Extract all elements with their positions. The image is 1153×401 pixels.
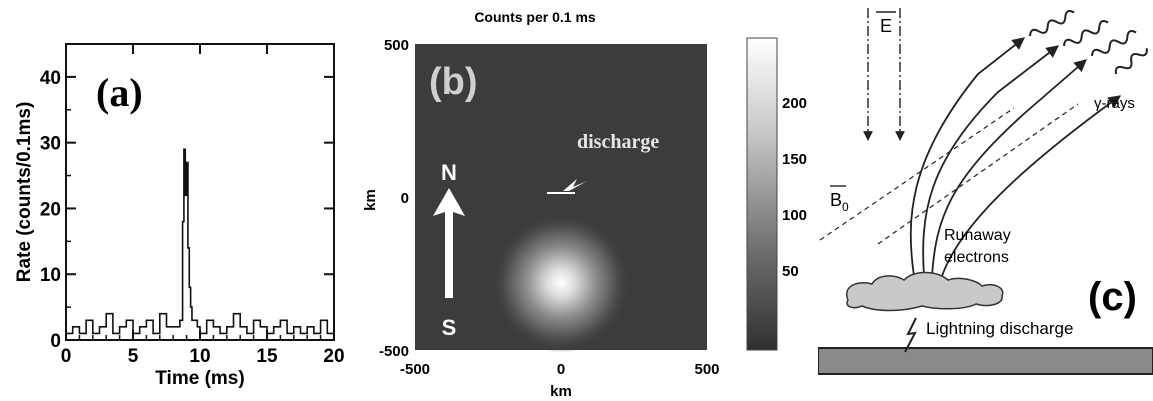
colorbar-tick-label: 100	[782, 207, 807, 224]
y-tick-label: 30	[40, 134, 61, 155]
x-tick-label: -500	[400, 361, 430, 378]
b-field-label: B0	[830, 190, 849, 214]
x-tick-label: 10	[189, 346, 210, 367]
panel-b-title: Counts per 0.1 ms	[474, 9, 596, 25]
x-tick-label: 0	[61, 346, 72, 367]
rate-series-line	[66, 148, 334, 335]
lightning-bolt-icon	[904, 317, 917, 353]
panel-a-xlabel: Time (ms)	[155, 368, 244, 389]
thundercloud	[845, 271, 1004, 312]
panel-c-diagram: E B0 γ-rays Runaway electrons Lightning …	[818, 8, 1153, 375]
south-label: S	[442, 315, 457, 340]
y-tick-label: 0	[401, 190, 409, 207]
panel-a-label: (a)	[96, 70, 143, 115]
x-tick-label: 20	[323, 346, 344, 367]
panel-b-xlabel: km	[550, 383, 572, 400]
b-field-line-2	[877, 103, 1079, 245]
panel-c-label: (c)	[1088, 275, 1137, 319]
colorbar-tick-label: 200	[782, 95, 807, 112]
runaway-label-line1: Runaway	[944, 227, 1011, 244]
electron-track-1	[909, 37, 1025, 277]
gamma-ray-wave-4	[1114, 48, 1148, 75]
y-tick-label: 20	[40, 199, 61, 220]
colorbar-tick-label: 50	[782, 263, 799, 280]
electron-track-2	[922, 45, 1059, 277]
discharge-arrow-icon	[563, 179, 587, 191]
b-field-line-1	[819, 107, 1015, 241]
ground	[818, 347, 1153, 375]
gamma-ray-wave-3	[1091, 29, 1137, 57]
y-tick-label: 40	[40, 68, 61, 89]
north-arrow-icon	[433, 188, 465, 298]
x-tick-label: 5	[128, 346, 139, 367]
electron-track-4	[941, 95, 1122, 277]
panel-a-ylabel: Rate (counts/0.1ms)	[14, 102, 35, 283]
north-label: N	[441, 160, 457, 185]
panel-b-ylabel: km	[362, 189, 379, 211]
runaway-label-line2: electrons	[944, 249, 1009, 266]
discharge-label: discharge	[577, 131, 659, 153]
x-tick-label: 15	[256, 346, 278, 367]
lightning-discharge-label: Lightning discharge	[926, 319, 1073, 338]
panel-b-label: (b)	[429, 61, 478, 103]
gamma-ray-wave-2	[1063, 19, 1109, 47]
y-tick-label: 500	[384, 37, 409, 54]
gamma-ray-wave-1	[1029, 9, 1075, 37]
y-tick-label: 0	[50, 331, 61, 352]
y-tick-label: 10	[40, 265, 61, 286]
gamma-rays-label: γ-rays	[1094, 95, 1135, 112]
colorbar-tick-label: 150	[782, 151, 807, 168]
panel-b-chart: Counts per 0.1 ms (b) N S discharge -500…	[362, 9, 778, 400]
e-field-label: E	[880, 16, 892, 36]
colorbar-labels: 200 150 100 50	[782, 95, 807, 280]
colorbar	[746, 37, 778, 351]
electron-track-3	[931, 59, 1087, 277]
y-tick-label: -500	[379, 343, 409, 360]
panel-a-chart: (a) 0 5 10 15 20 0 10 20 30 40 Time (ms) Rate (c…	[14, 43, 345, 389]
x-tick-label: 500	[694, 361, 719, 378]
heatmap-peak	[491, 212, 631, 353]
x-tick-label: 0	[557, 361, 565, 378]
